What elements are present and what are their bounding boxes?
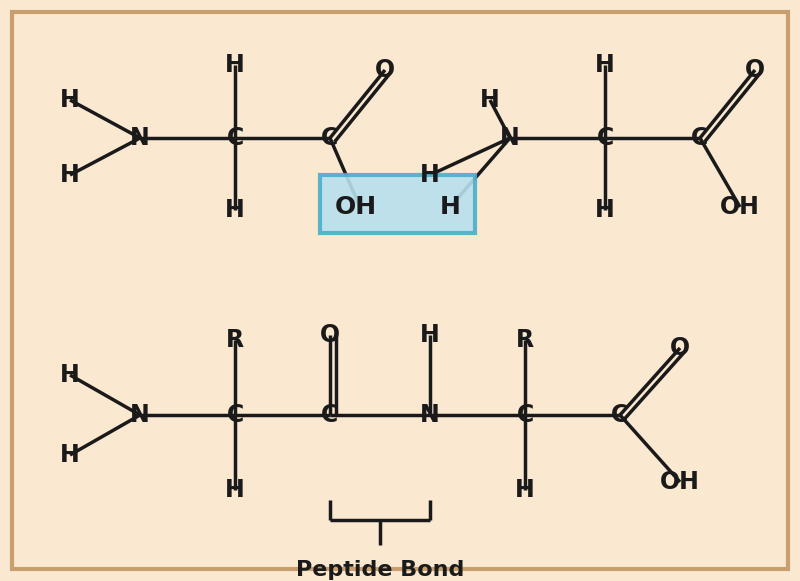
Text: H: H: [515, 478, 535, 502]
Text: H: H: [225, 478, 245, 502]
Text: H: H: [480, 88, 500, 112]
Text: OH: OH: [720, 195, 760, 219]
Text: C: C: [691, 126, 709, 150]
Text: R: R: [226, 328, 244, 352]
Bar: [320, 175, 475, 233]
Text: C: C: [226, 403, 244, 427]
Text: R: R: [516, 328, 534, 352]
Text: N: N: [500, 126, 520, 150]
Text: N: N: [130, 126, 150, 150]
Text: O: O: [320, 323, 340, 347]
Text: C: C: [516, 403, 534, 427]
Text: OH: OH: [660, 470, 700, 494]
Text: H: H: [60, 443, 80, 467]
Text: C: C: [611, 403, 629, 427]
Text: C: C: [226, 126, 244, 150]
Text: C: C: [596, 126, 614, 150]
Text: N: N: [130, 403, 150, 427]
Text: H: H: [225, 53, 245, 77]
Text: H: H: [439, 195, 461, 219]
Text: H: H: [420, 163, 440, 187]
Text: H: H: [595, 198, 615, 222]
Text: H: H: [225, 198, 245, 222]
Text: O: O: [670, 336, 690, 360]
Text: H: H: [60, 363, 80, 387]
Text: Peptide Bond: Peptide Bond: [296, 560, 464, 580]
Text: C: C: [322, 126, 338, 150]
Text: H: H: [595, 53, 615, 77]
Text: C: C: [322, 403, 338, 427]
Text: O: O: [375, 58, 395, 82]
Text: H: H: [60, 163, 80, 187]
Text: O: O: [745, 58, 765, 82]
Text: OH: OH: [335, 195, 377, 219]
Text: H: H: [60, 88, 80, 112]
Text: H: H: [420, 323, 440, 347]
Text: N: N: [420, 403, 440, 427]
